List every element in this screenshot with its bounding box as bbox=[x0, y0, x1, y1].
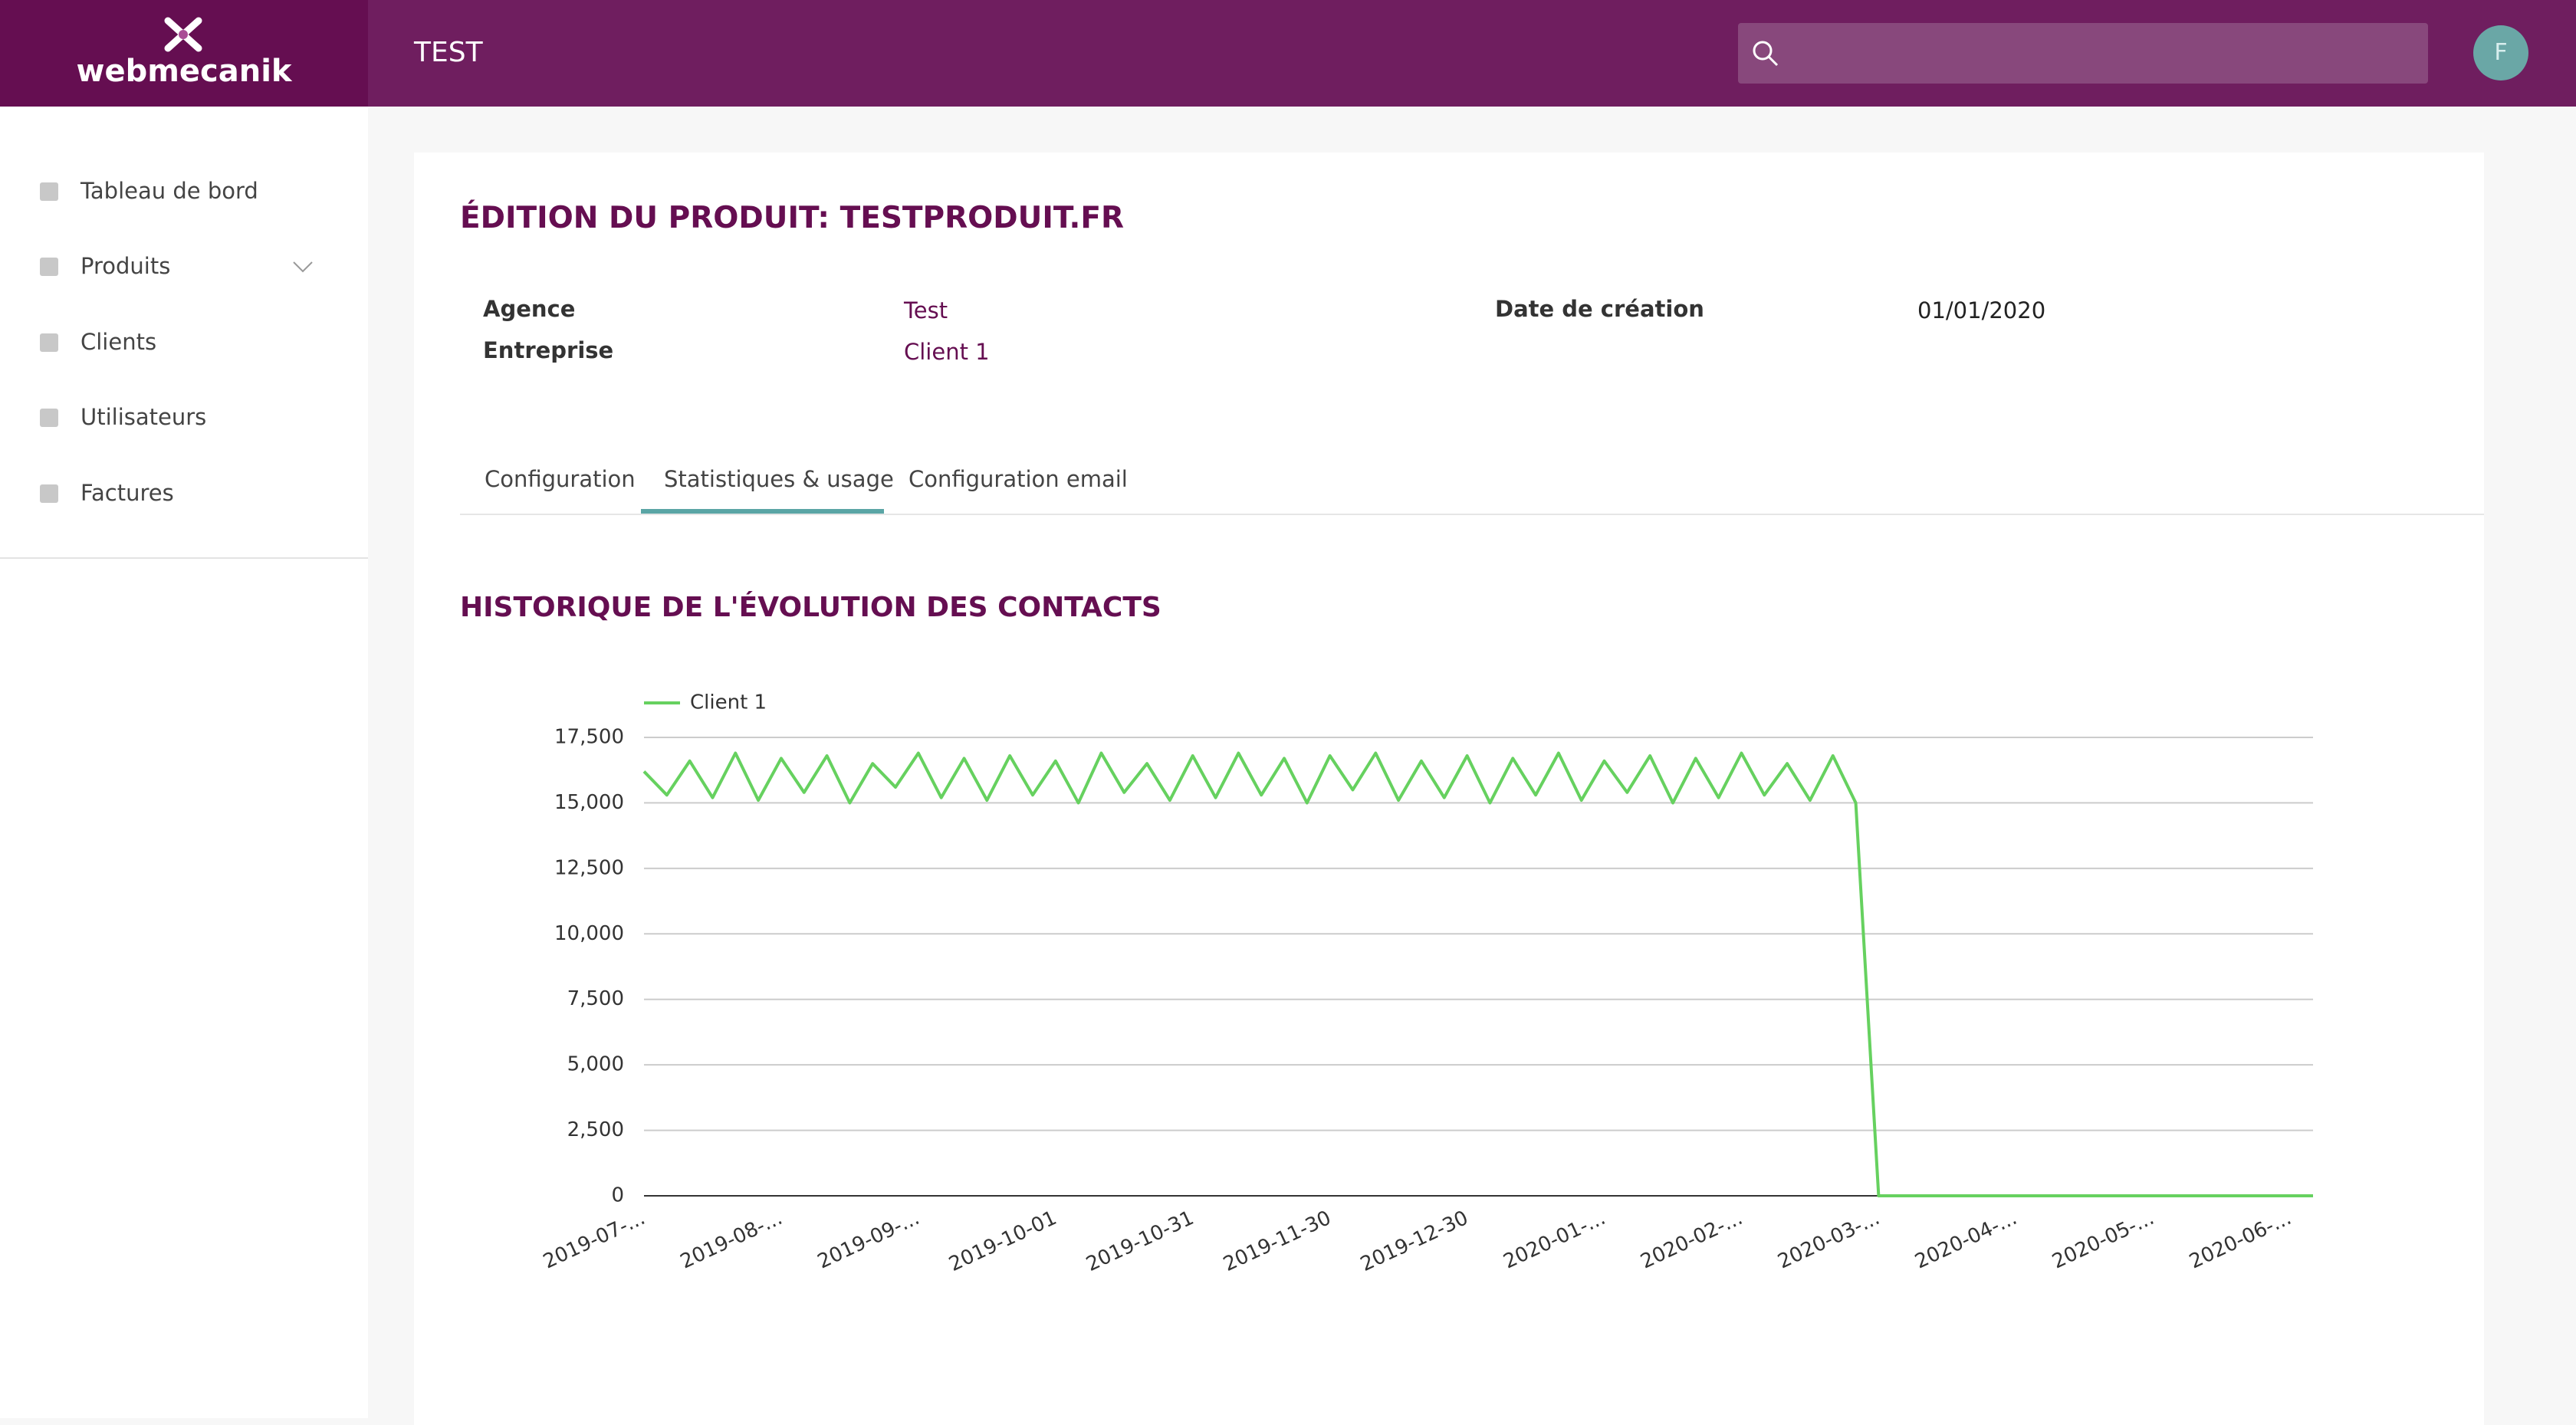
y-tick-label: 2,500 bbox=[567, 1118, 624, 1141]
y-tick-label: 7,500 bbox=[567, 987, 624, 1010]
series-line bbox=[642, 751, 2313, 1197]
search-icon bbox=[1753, 41, 1779, 67]
tab[interactable]: Configuration email bbox=[909, 466, 1128, 492]
tab-indicator bbox=[641, 509, 884, 514]
y-tick-label: 10,000 bbox=[554, 922, 624, 945]
nav-icon bbox=[40, 409, 58, 427]
y-tick-label: 0 bbox=[611, 1184, 624, 1207]
x-tick-label: 2019-10-01 bbox=[945, 1207, 1060, 1276]
nav-item[interactable]: Utilisateurs bbox=[80, 404, 207, 430]
nav-icon bbox=[40, 484, 58, 503]
search-box[interactable] bbox=[1738, 23, 2428, 84]
chevron[interactable] bbox=[291, 259, 314, 274]
x-tick-label: 2019-10-31 bbox=[1083, 1207, 1198, 1276]
field-label: Agence bbox=[483, 296, 576, 322]
nav-item[interactable]: Produits bbox=[80, 253, 171, 279]
page-title: ÉDITION DU PRODUIT: TESTPRODUIT.FR bbox=[460, 201, 1125, 235]
y-tick-label: 5,000 bbox=[567, 1053, 624, 1076]
field-value[interactable]: Test bbox=[904, 297, 948, 323]
tab[interactable]: Configuration bbox=[485, 466, 636, 492]
x-tick-label: 2020-05-... bbox=[2049, 1207, 2157, 1274]
logo-text: webmecanik bbox=[76, 54, 292, 89]
nav-icon bbox=[40, 182, 58, 201]
x-tick-label: 2019-08-... bbox=[677, 1207, 786, 1274]
x-tick-label: 2020-03-... bbox=[1774, 1207, 1883, 1274]
avatar[interactable]: F bbox=[2473, 25, 2528, 80]
field-value: 01/01/2020 bbox=[1917, 297, 2046, 323]
divider bbox=[0, 557, 368, 559]
field-value[interactable]: Client 1 bbox=[904, 339, 990, 365]
tab-active[interactable]: Statistiques & usage bbox=[664, 466, 894, 492]
nav-item[interactable]: Clients bbox=[80, 329, 157, 355]
nav-item[interactable]: Tableau de bord bbox=[80, 178, 258, 204]
logo-icon bbox=[164, 17, 202, 52]
y-tick-label: 17,500 bbox=[554, 726, 624, 749]
legend-label: Client 1 bbox=[690, 691, 767, 714]
x-tick-label: 2019-12-30 bbox=[1357, 1207, 1472, 1276]
y-tick-label: 12,500 bbox=[554, 856, 624, 879]
tab-border bbox=[460, 514, 2484, 515]
logo-area[interactable] bbox=[0, 0, 368, 107]
x-tick-label: 2020-01-... bbox=[1500, 1207, 1609, 1274]
x-tick-label: 2020-04-... bbox=[1911, 1207, 2020, 1274]
nav-icon bbox=[40, 258, 58, 276]
x-tick-label: 2019-07-... bbox=[540, 1207, 649, 1274]
sidebar bbox=[0, 107, 368, 1418]
nav-icon bbox=[40, 333, 58, 352]
section-title: TEST bbox=[414, 37, 483, 68]
x-tick-label: 2020-06-... bbox=[2186, 1207, 2295, 1274]
x-tick-label: 2019-11-30 bbox=[1220, 1207, 1335, 1276]
x-tick-label: 2020-02-... bbox=[1637, 1207, 1746, 1274]
field-label: Date de création bbox=[1495, 296, 1704, 322]
x-tick-label: 2019-09-... bbox=[814, 1207, 923, 1274]
y-tick-label: 15,000 bbox=[554, 791, 624, 814]
nav-item[interactable]: Factures bbox=[80, 480, 174, 506]
field-label: Entreprise bbox=[483, 337, 614, 363]
chart-title: HISTORIQUE DE L'ÉVOLUTION DES CONTACTS bbox=[460, 592, 1162, 623]
